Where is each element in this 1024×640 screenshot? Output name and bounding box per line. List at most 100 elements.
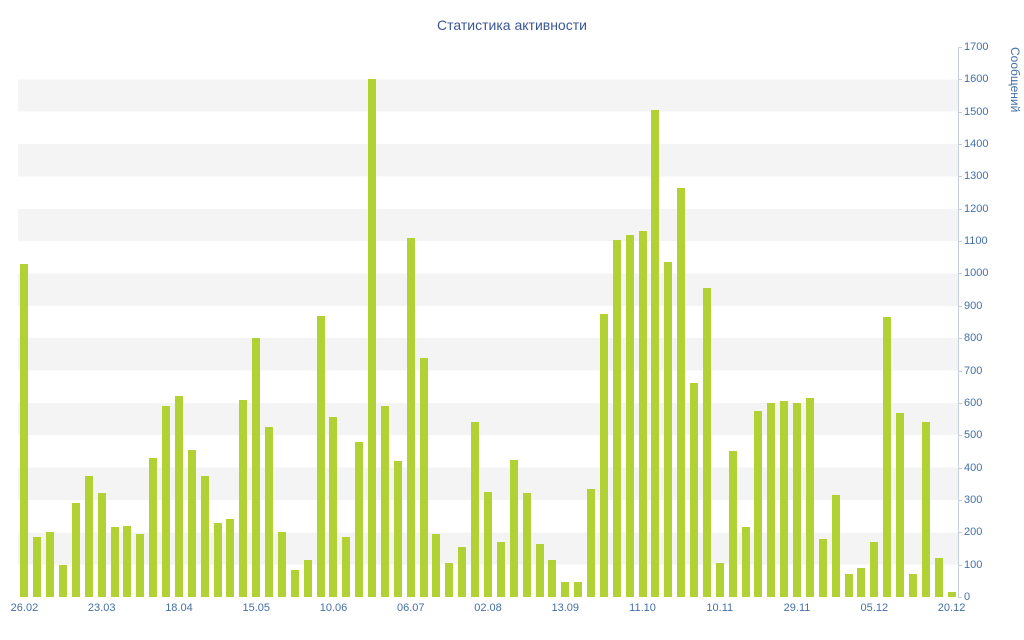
bar — [123, 525, 132, 597]
bar — [445, 563, 454, 597]
bar — [265, 427, 274, 597]
y-tick-label: 1000 — [964, 267, 989, 280]
bar — [831, 495, 840, 597]
y-tick-label: 1700 — [964, 41, 989, 53]
x-tick-label: 29.11 — [783, 602, 811, 614]
y-tick-label: 200 — [964, 526, 983, 539]
bar — [46, 532, 55, 597]
x-tick-label: 13.09 — [551, 602, 580, 614]
bar — [303, 559, 312, 597]
bar — [342, 537, 351, 597]
bar — [651, 110, 660, 597]
bar — [793, 402, 802, 597]
y-tick-label: 0 — [964, 591, 971, 603]
bar — [677, 187, 686, 597]
bar — [252, 338, 261, 597]
bar — [393, 461, 402, 597]
chart-title: Статистика активности — [437, 17, 587, 33]
bar — [368, 79, 377, 597]
bar — [934, 558, 943, 597]
bar — [908, 574, 917, 597]
bar — [484, 491, 492, 597]
bar — [496, 542, 505, 597]
y-tick-label: 1200 — [964, 202, 989, 215]
bar — [290, 569, 299, 597]
bar — [805, 398, 814, 597]
bar — [561, 582, 570, 597]
bar — [638, 231, 647, 597]
bar — [522, 493, 531, 597]
bar — [316, 315, 325, 597]
x-tick-label: 05.12 — [860, 602, 889, 614]
bar — [625, 234, 634, 597]
bar — [535, 543, 544, 597]
bar — [870, 542, 879, 597]
bar — [471, 422, 480, 597]
bar — [226, 519, 235, 597]
y-tick-label: 1100 — [964, 235, 988, 248]
bar — [780, 401, 789, 597]
bar — [896, 412, 905, 597]
bar — [110, 527, 119, 597]
y-tick-label: 300 — [964, 493, 983, 506]
y-tick-label: 700 — [964, 364, 983, 377]
bar — [818, 538, 827, 597]
bar — [200, 475, 209, 597]
bar — [239, 399, 248, 597]
plot-area — [18, 47, 959, 597]
bar — [587, 488, 595, 597]
x-tick-label: 11.10 — [629, 602, 656, 614]
bar — [33, 537, 42, 597]
bar — [599, 313, 608, 597]
bar — [509, 459, 518, 597]
bar — [432, 533, 441, 597]
bar — [174, 396, 183, 597]
y-tick-label: 500 — [964, 429, 983, 442]
bar — [136, 533, 145, 597]
bar — [59, 564, 68, 597]
bar — [728, 451, 737, 597]
y-tick-label: 900 — [964, 299, 983, 312]
x-tick-label: 06.07 — [396, 602, 425, 614]
bar — [406, 237, 415, 597]
y-tick-label: 1600 — [964, 73, 989, 86]
bar — [355, 441, 364, 597]
bar — [844, 574, 853, 597]
bar — [754, 410, 763, 597]
bar — [97, 493, 106, 597]
y-tick-label: 600 — [964, 396, 983, 409]
bar — [947, 592, 956, 597]
bar — [71, 503, 80, 597]
y-tick-label: 400 — [964, 461, 983, 474]
y-tick-label: 1400 — [964, 138, 989, 151]
y-axis-tick — [958, 597, 962, 598]
x-tick-label: 18.04 — [165, 602, 193, 614]
bar — [767, 402, 776, 597]
y-tick-label: 800 — [964, 332, 983, 345]
y-axis-title: Сообщений — [1008, 47, 1022, 113]
bar — [612, 239, 621, 597]
y-tick-label: 100 — [964, 558, 983, 571]
x-tick-label: 10.06 — [319, 602, 348, 614]
x-tick-label: 20.12 — [937, 602, 966, 614]
x-tick-label: 15.05 — [242, 602, 270, 614]
bar — [548, 559, 557, 597]
y-tick-label: 1300 — [964, 170, 989, 183]
bar — [664, 262, 673, 597]
bar — [741, 527, 750, 597]
bar — [329, 417, 338, 597]
bar — [149, 457, 158, 597]
x-tick-label: 23.03 — [87, 602, 116, 614]
bar — [20, 263, 29, 597]
bar — [883, 317, 892, 597]
bar — [921, 422, 930, 597]
bar — [857, 567, 866, 597]
x-tick-label: 02.08 — [474, 602, 502, 614]
bar — [715, 563, 724, 597]
x-tick-label: 10.11 — [706, 602, 734, 614]
bar — [419, 357, 428, 597]
bar — [84, 475, 93, 597]
bar — [277, 532, 286, 597]
bar — [162, 406, 171, 597]
